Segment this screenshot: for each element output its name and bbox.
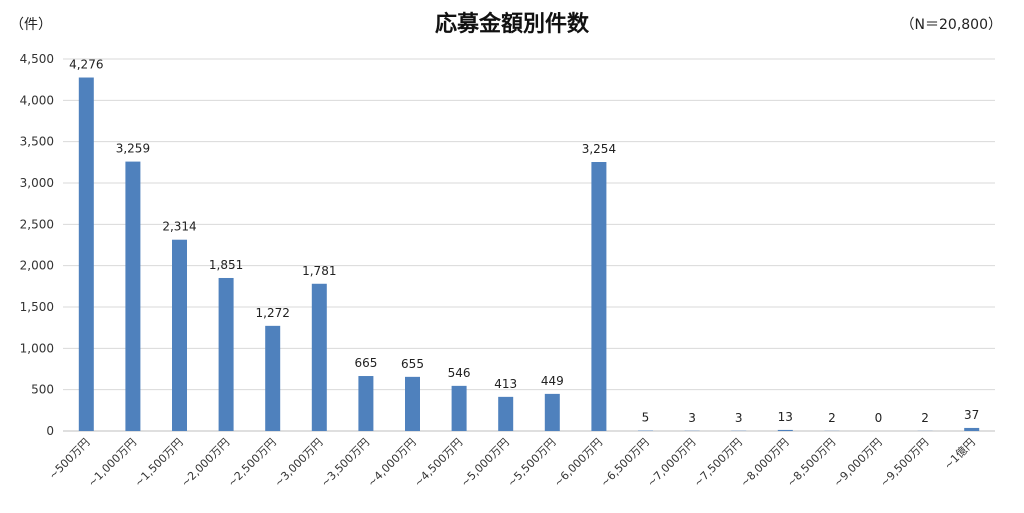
x-tick-label: ~5,500万円 <box>505 436 559 490</box>
data-label: 3,254 <box>582 142 616 156</box>
data-label: 3 <box>735 411 743 425</box>
x-tick-label: ~1億円 <box>942 436 978 472</box>
bar <box>125 161 141 431</box>
data-label: 37 <box>964 408 979 422</box>
bar <box>777 429 793 431</box>
data-label: 2 <box>828 411 836 425</box>
x-tick-label: ~500万円 <box>46 436 92 482</box>
x-tick-label: ~8,500万円 <box>784 436 838 490</box>
x-tick-label: ~4,000万円 <box>365 436 419 490</box>
x-tick-label: ~3,500万円 <box>318 436 372 490</box>
bar <box>358 376 374 431</box>
x-tick-label: ~3,000万円 <box>272 436 326 490</box>
data-label: 413 <box>494 377 517 391</box>
data-label: 449 <box>541 374 564 388</box>
data-label: 3,259 <box>116 142 150 156</box>
data-label: 2 <box>921 411 929 425</box>
bar <box>964 427 980 431</box>
sample-size-label: （N＝20,800） <box>900 17 1002 33</box>
y-tick-label: 3,000 <box>20 176 54 190</box>
data-label: 1,781 <box>302 264 336 278</box>
x-tick-label: ~7,000万円 <box>645 436 699 490</box>
y-tick-label: 500 <box>31 383 54 397</box>
data-label: 13 <box>778 410 793 424</box>
data-label: 3 <box>688 411 696 425</box>
y-tick-label: 2,000 <box>20 259 54 273</box>
x-tick-label: ~4,500万円 <box>412 436 466 490</box>
bar <box>544 393 560 431</box>
data-label: 4,276 <box>69 58 103 72</box>
data-label: 2,314 <box>162 220 196 234</box>
x-tick-label: ~6,500万円 <box>598 436 652 490</box>
y-tick-label: 1,000 <box>20 341 54 355</box>
bar <box>172 239 187 431</box>
bar <box>218 277 234 431</box>
data-label: 665 <box>354 356 377 370</box>
x-tick-label: ~9,000万円 <box>831 436 885 490</box>
bar <box>498 396 514 431</box>
x-tick-label: ~8,000万円 <box>738 436 792 490</box>
data-label: 0 <box>875 411 883 425</box>
y-unit-label: （件） <box>10 17 52 33</box>
bar <box>78 77 94 431</box>
bar <box>405 376 420 431</box>
y-tick-label: 4,500 <box>20 52 54 66</box>
data-label: 5 <box>642 411 650 425</box>
data-label: 655 <box>401 357 424 371</box>
x-tick-label: ~1,500万円 <box>132 436 186 490</box>
data-label: 1,851 <box>209 258 243 272</box>
data-label: 1,272 <box>256 306 290 320</box>
bar <box>451 385 467 431</box>
y-tick-label: 2,500 <box>20 217 54 231</box>
chart-title: 応募金額別件数 <box>434 12 589 37</box>
y-tick-label: 1,500 <box>20 300 54 314</box>
x-tick-label: ~9,500万円 <box>878 436 932 490</box>
y-tick-label: 3,500 <box>20 135 54 149</box>
x-tick-label: ~2,500万円 <box>225 436 279 490</box>
x-tick-label: ~1,000万円 <box>85 436 139 490</box>
data-label: 546 <box>448 366 471 380</box>
x-tick-label: ~5,000万円 <box>458 436 512 490</box>
x-tick-label: ~2,000万円 <box>179 436 233 490</box>
bar <box>311 283 327 431</box>
x-tick-label: ~7,500万円 <box>691 436 745 490</box>
bar <box>265 325 281 431</box>
bar <box>591 162 607 431</box>
y-tick-label: 4,000 <box>20 93 54 107</box>
y-tick-label: 0 <box>46 424 54 438</box>
x-tick-label: ~6,000万円 <box>551 436 605 490</box>
